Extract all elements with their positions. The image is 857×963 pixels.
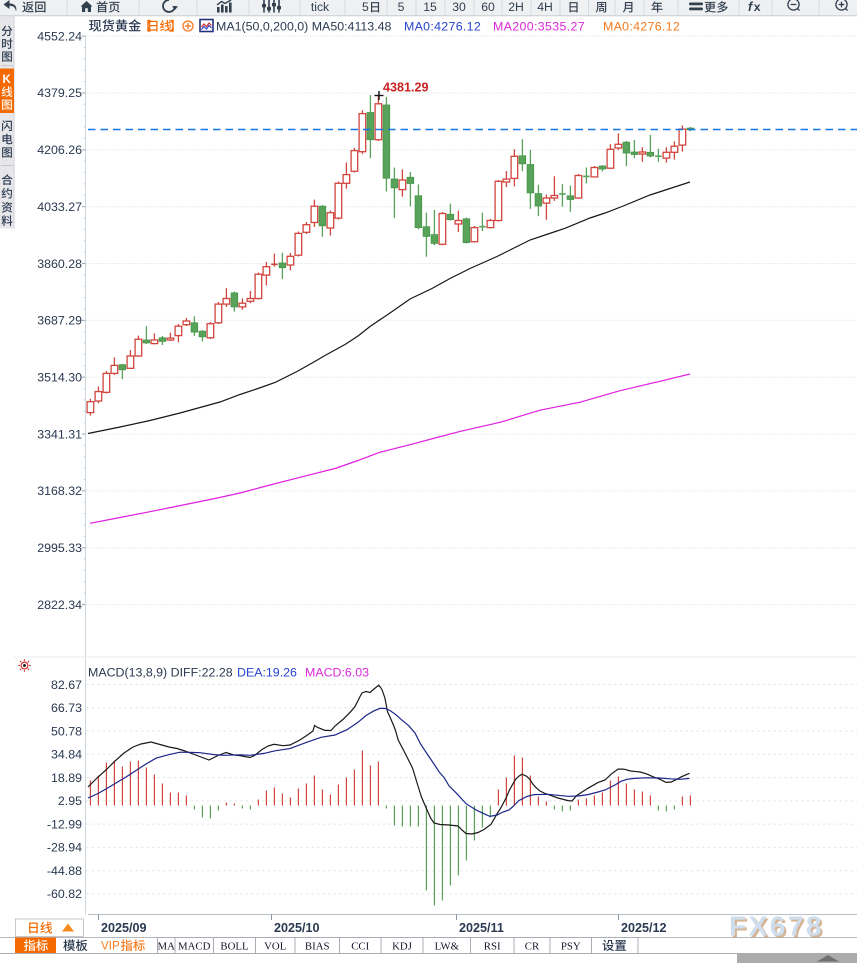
svg-text:PSY: PSY [561, 941, 581, 953]
svg-text:4381.29: 4381.29 [383, 81, 429, 95]
svg-text:60: 60 [481, 0, 495, 14]
svg-text:5: 5 [398, 0, 405, 14]
svg-text:FX678: FX678 [729, 911, 824, 942]
svg-text:BOLL: BOLL [220, 941, 248, 953]
svg-text:2025/09: 2025/09 [101, 921, 147, 935]
svg-text:MA200:3535.27: MA200:3535.27 [493, 20, 585, 34]
svg-text:LW&: LW& [435, 941, 460, 953]
svg-text:3860.28: 3860.28 [37, 257, 82, 271]
svg-text:-28.94: -28.94 [47, 841, 82, 855]
svg-text:VIP: VIP [101, 940, 120, 953]
svg-text:4206.26: 4206.26 [37, 143, 82, 157]
svg-text:MA1(50,0,200,0) MA50:4113.48: MA1(50,0,200,0) MA50:4113.48 [216, 20, 392, 34]
svg-text:-44.88: -44.88 [47, 864, 82, 878]
svg-text:KDJ: KDJ [392, 941, 412, 953]
svg-text:-12.99: -12.99 [47, 817, 82, 831]
svg-text:3514.30: 3514.30 [37, 371, 82, 385]
svg-text:2025/10: 2025/10 [274, 921, 320, 935]
svg-text:MACD(13,8,9) DIFF:22.28: MACD(13,8,9) DIFF:22.28 [88, 666, 233, 680]
svg-text:CR: CR [525, 941, 540, 953]
svg-text:DEA:19.26: DEA:19.26 [237, 666, 297, 680]
svg-text:30: 30 [452, 0, 466, 14]
svg-text:MACD: MACD [178, 941, 211, 953]
svg-text:2822.34: 2822.34 [37, 598, 82, 612]
svg-text:4033.27: 4033.27 [37, 200, 82, 214]
svg-text:VOL: VOL [264, 941, 286, 953]
svg-text:3687.29: 3687.29 [37, 314, 82, 328]
svg-text:34.84: 34.84 [51, 748, 82, 762]
svg-text:MACD:6.03: MACD:6.03 [305, 666, 369, 680]
svg-text:BIAS: BIAS [305, 941, 330, 953]
svg-text:tick: tick [311, 0, 330, 14]
svg-text:MA0:4276.12: MA0:4276.12 [404, 20, 481, 34]
svg-text:K: K [3, 74, 12, 86]
svg-text:2025/12: 2025/12 [621, 921, 667, 935]
svg-text:3341.31: 3341.31 [37, 427, 82, 441]
svg-text:-60.82: -60.82 [47, 887, 82, 901]
svg-text:82.67: 82.67 [51, 678, 82, 692]
svg-text:x: x [754, 0, 761, 14]
svg-text:50.78: 50.78 [51, 724, 82, 738]
svg-text:MA: MA [157, 941, 175, 953]
svg-text:2.95: 2.95 [58, 794, 82, 808]
svg-text:2H: 2H [508, 0, 524, 14]
svg-text:FX678: FX678 [731, 913, 826, 944]
svg-text:f: f [748, 0, 754, 14]
svg-text:CCI: CCI [351, 941, 369, 953]
svg-text:15: 15 [423, 0, 437, 14]
svg-text:2025/11: 2025/11 [459, 921, 504, 935]
svg-text:4H: 4H [537, 0, 553, 14]
svg-text:2995.33: 2995.33 [37, 541, 82, 555]
svg-text:RSI: RSI [484, 941, 501, 953]
svg-text:66.73: 66.73 [51, 701, 82, 715]
svg-text:MA0:4276.12: MA0:4276.12 [603, 20, 680, 34]
svg-text:18.89: 18.89 [51, 771, 82, 785]
svg-text:3168.32: 3168.32 [37, 484, 82, 498]
svg-text:4552.24: 4552.24 [37, 29, 82, 43]
svg-text:4379.25: 4379.25 [37, 86, 82, 100]
svg-text:5: 5 [362, 0, 369, 14]
